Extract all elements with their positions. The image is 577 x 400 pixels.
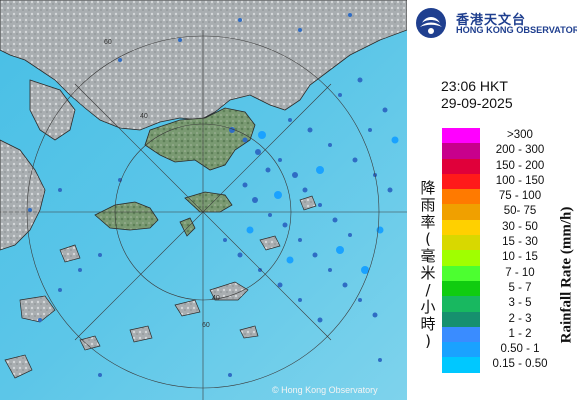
legend-title-char: / <box>425 281 431 299</box>
legend-label: 50- 75 <box>503 205 537 218</box>
range-label: 40 <box>212 295 220 302</box>
legend-swatch <box>442 250 480 266</box>
radar-map: 60 40 40 60 © Hong Kong Observatory <box>0 0 407 400</box>
legend-label: 1 - 2 <box>508 327 532 340</box>
legend-label: 2 - 3 <box>508 312 532 325</box>
legend-title-char: 降 <box>420 179 436 197</box>
legend-swatch <box>442 326 480 343</box>
legend-label: >300 <box>507 129 533 141</box>
legend-swatch <box>442 296 480 312</box>
legend-swatch <box>442 204 480 220</box>
rain-echoes-light <box>246 131 399 274</box>
legend-label: 200 - 300 <box>495 144 545 157</box>
range-label: 40 <box>140 113 148 120</box>
legend-swatch <box>442 235 480 251</box>
legend-title-char: 米 <box>420 264 436 282</box>
legend-swatch <box>442 280 480 297</box>
legend-title-chinese: 降雨率(毫米 / 小時) <box>413 180 443 350</box>
observation-date: 29-09-2025 <box>441 95 513 111</box>
legend-title-char: 毫 <box>420 247 436 265</box>
outlying-islands <box>4 195 317 379</box>
copyright-credit: © Hong Kong Observatory <box>272 385 378 395</box>
new-territories <box>144 107 256 171</box>
legend-labels: >300 200 - 300 150 - 200 100 - 150 75 - 100 5… <box>484 128 556 373</box>
legend-swatch <box>442 173 480 190</box>
legend-label: 30 - 50 <box>502 220 538 233</box>
legend-label: 0.15 - 0.50 <box>492 358 548 371</box>
legend-swatch <box>442 311 480 327</box>
logo-text-chinese: 香港天文台 <box>456 13 527 28</box>
legend-label: 3 - 5 <box>508 297 532 310</box>
legend-label: 7 - 10 <box>505 266 535 279</box>
legend-label: 10 - 15 <box>502 251 538 264</box>
legend-swatch <box>442 342 480 358</box>
observatory-logo-icon <box>416 8 446 38</box>
legend-title-char: 小 <box>420 298 436 316</box>
radar-map-svg: 60 40 40 60 <box>0 0 407 400</box>
range-label: 60 <box>202 322 210 329</box>
legend-title-char: ) <box>425 332 431 350</box>
legend-swatch <box>442 219 480 236</box>
pearl-river-west-bank <box>29 79 76 141</box>
rain-echoes <box>28 13 393 377</box>
legend-label: 15 - 30 <box>502 236 538 249</box>
legend-color-bar <box>442 128 480 373</box>
legend-swatch <box>442 189 480 205</box>
observation-time: 23:06 HKT <box>441 78 508 94</box>
legend-swatch <box>442 357 480 373</box>
legend-swatch <box>442 265 480 281</box>
side-panel <box>407 0 577 400</box>
legend-swatch <box>442 128 480 144</box>
legend-title-char: 雨 <box>420 196 436 214</box>
legend-label: 75 - 100 <box>498 190 542 203</box>
lamma-island <box>179 217 196 237</box>
legend-title-char: ( <box>425 230 431 248</box>
western-landmass <box>0 139 46 251</box>
range-label: 60 <box>104 39 112 46</box>
range-rings <box>0 30 407 400</box>
legend-title-char: 時 <box>420 315 436 333</box>
legend-title-char: 率 <box>420 213 436 231</box>
legend-label: 100 - 150 <box>495 174 545 187</box>
legend-label: 5 - 7 <box>508 281 532 294</box>
legend-title-english: Rainfall Rate (mm/h) <box>558 206 575 344</box>
logo-text-english: HONG KONG OBSERVATORY <box>456 25 577 35</box>
legend-label: 0.50 - 1 <box>500 343 540 356</box>
legend-swatch <box>442 158 480 174</box>
legend-swatch <box>442 143 480 159</box>
legend-label: 150 - 200 <box>495 159 545 172</box>
